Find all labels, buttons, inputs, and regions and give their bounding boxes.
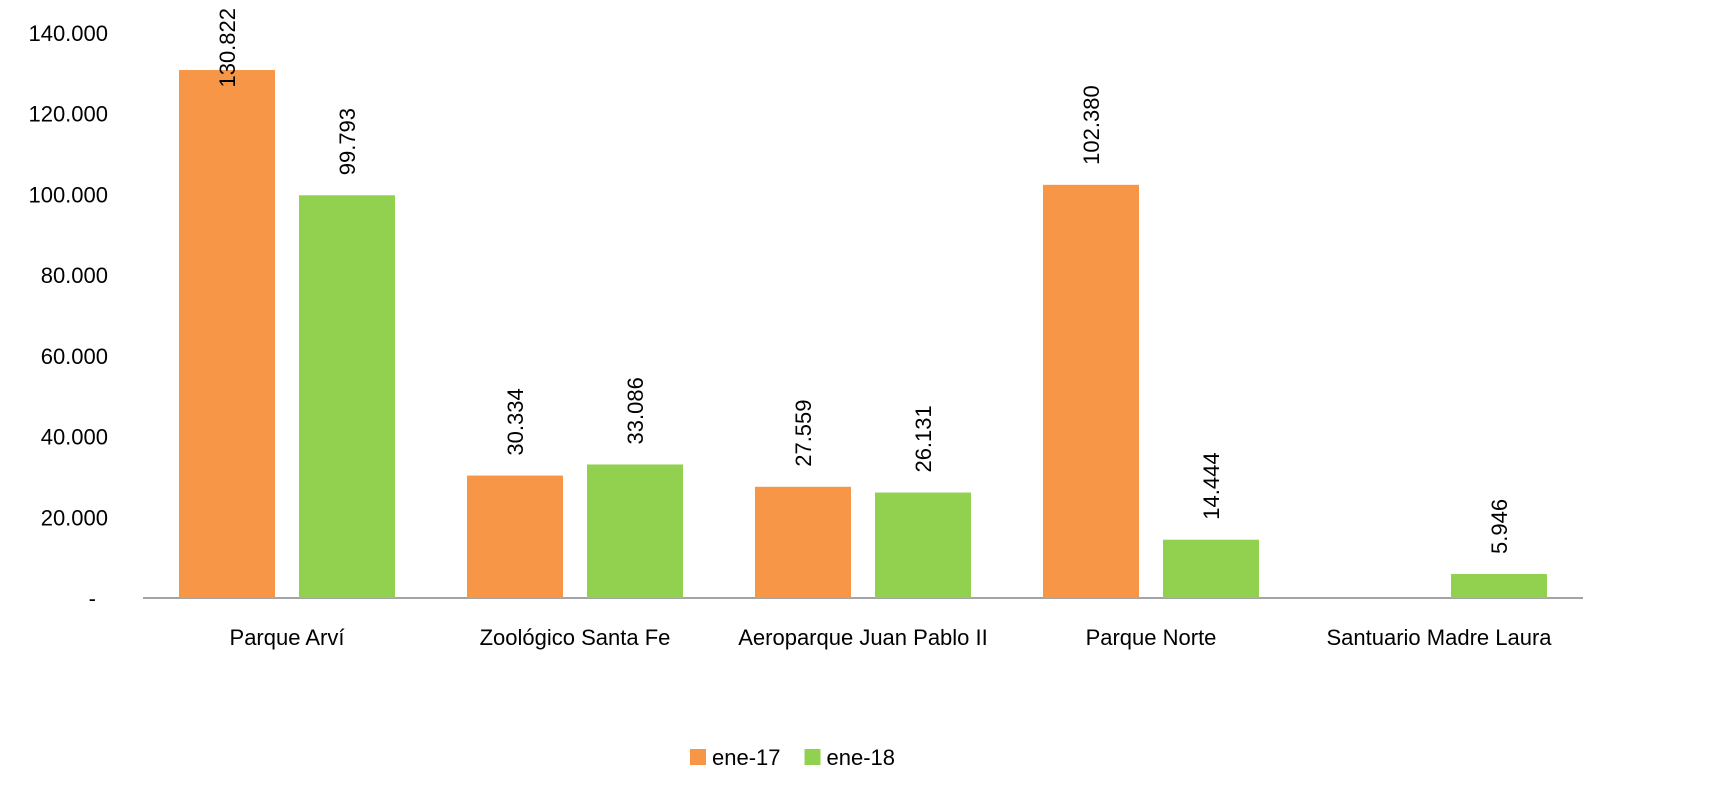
value-label: 33.086 bbox=[623, 377, 648, 444]
y-tick-label: 100.000 bbox=[28, 182, 108, 207]
bar bbox=[1043, 184, 1139, 598]
value-label: 30.334 bbox=[503, 388, 528, 455]
x-tick-label: Zoológico Santa Fe bbox=[479, 625, 671, 650]
value-label: 130.822 bbox=[215, 8, 240, 88]
bar bbox=[875, 492, 971, 598]
y-tick-label: 20.000 bbox=[41, 505, 108, 530]
y-tick-label: 80.000 bbox=[41, 263, 108, 288]
value-label: 26.131 bbox=[911, 405, 936, 472]
legend-swatch bbox=[804, 749, 821, 765]
x-tick-label: Parque Arví bbox=[229, 625, 345, 650]
bar bbox=[467, 475, 563, 598]
value-label: 5.946 bbox=[1487, 499, 1512, 554]
bar bbox=[755, 486, 851, 598]
value-label: 27.559 bbox=[791, 399, 816, 466]
y-tick-label: 60.000 bbox=[41, 344, 108, 369]
y-tick-label: 40.000 bbox=[41, 425, 108, 450]
y-tick-label: - bbox=[89, 586, 96, 611]
legend-label: ene-17 bbox=[712, 745, 781, 770]
x-tick-label: Aeroparque Juan Pablo II bbox=[738, 625, 988, 650]
bar bbox=[587, 464, 683, 598]
bar bbox=[1451, 574, 1547, 598]
x-tick-label: Parque Norte bbox=[1085, 625, 1217, 650]
legend-label: ene-18 bbox=[827, 745, 896, 770]
y-tick-label: 140.000 bbox=[28, 21, 108, 46]
y-tick-label: 120.000 bbox=[28, 102, 108, 127]
value-label: 102.380 bbox=[1079, 85, 1104, 165]
x-tick-label: Santuario Madre Laura bbox=[1326, 625, 1552, 650]
value-label: 14.444 bbox=[1199, 452, 1224, 519]
bar bbox=[1163, 539, 1259, 598]
legend-swatch bbox=[690, 749, 706, 765]
value-label: 99.793 bbox=[335, 108, 360, 175]
bar bbox=[179, 70, 275, 598]
bar bbox=[299, 195, 395, 598]
